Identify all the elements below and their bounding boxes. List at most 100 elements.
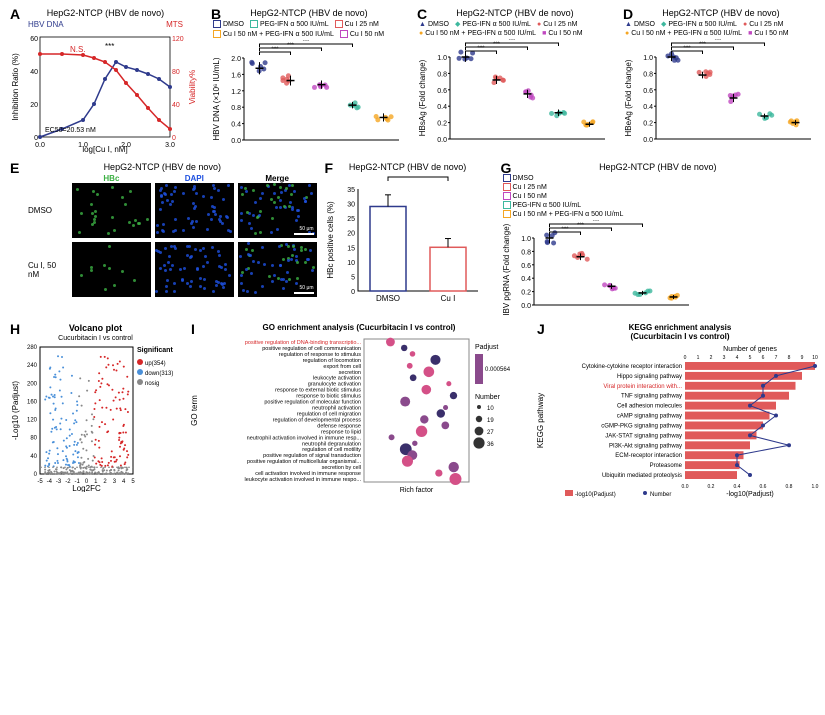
panel-h: H Volcano plot Cucurbitacin I vs control… (8, 323, 183, 498)
svg-text:0: 0 (684, 355, 687, 361)
panel-f-chart: 05101520253035DMSOCu I***HBc positive ce… (323, 174, 493, 309)
panel-e-title: HepG2-NTCP (HBV de novo) (8, 162, 317, 172)
svg-text:-log10(Padjust): -log10(Padjust) (726, 491, 773, 498)
svg-text:4: 4 (736, 355, 739, 361)
panel-d: D HepG2-NTCP (HBV de novo) ▲DMSO ◆PEG-IF… (621, 8, 821, 154)
panel-c: C HepG2-NTCP (HBV de novo) ▲DMSO ◆PEG-IF… (415, 8, 615, 154)
svg-text:0.0: 0.0 (682, 484, 689, 490)
svg-text:5: 5 (131, 479, 135, 485)
panel-label-d: D (623, 6, 633, 22)
panel-d-chart: 0.00.20.40.60.81.0*********HBeAg (Fold c… (621, 39, 821, 149)
svg-text:6: 6 (762, 355, 765, 361)
svg-text:3: 3 (723, 355, 726, 361)
panel-h-title: Volcano plot (8, 323, 183, 333)
svg-text:***: *** (714, 39, 722, 44)
svg-text:200: 200 (27, 381, 38, 387)
svg-text:0.4: 0.4 (231, 122, 241, 129)
svg-text:HBV DNA (×10⁶ IU/mL): HBV DNA (×10⁶ IU/mL) (212, 57, 221, 140)
svg-text:Proteasome: Proteasome (650, 463, 683, 469)
panel-label-h: H (10, 321, 20, 337)
svg-text:nosig: nosig (145, 381, 159, 387)
svg-text:leukocyte activation involved: leukocyte activation involved in immune … (245, 477, 362, 483)
svg-text:0: 0 (34, 135, 38, 142)
svg-text:0.0: 0.0 (437, 137, 447, 144)
svg-text:Hippo signaling pathway: Hippo signaling pathway (617, 374, 682, 380)
panel-label-f: F (325, 160, 334, 176)
panel-d-title: HepG2-NTCP (HBV de novo) (621, 8, 821, 18)
svg-text:KEGG pathway: KEGG pathway (536, 393, 545, 448)
svg-text:HBsAg (Fold change): HBsAg (Fold change) (418, 59, 427, 136)
svg-text:36: 36 (487, 442, 494, 448)
svg-text:0.6: 0.6 (437, 88, 447, 95)
svg-text:7: 7 (775, 355, 778, 361)
micro-row-label: Cu I, 50 nM (28, 261, 68, 279)
svg-text:0: 0 (351, 289, 355, 296)
row-3: H Volcano plot Cucurbitacin I vs control… (8, 323, 817, 498)
ec50-text: EC50=20.53 nM (45, 127, 96, 134)
svg-text:cGMP-PKG signaling pathway: cGMP-PKG signaling pathway (601, 423, 682, 429)
svg-text:1.6: 1.6 (231, 72, 241, 79)
svg-text:0: 0 (34, 472, 38, 478)
svg-text:1: 1 (697, 355, 700, 361)
svg-text:0.8: 0.8 (437, 71, 447, 78)
svg-text:280: 280 (27, 345, 38, 351)
svg-text:240: 240 (27, 363, 38, 369)
micro-row-label: DMSO (28, 206, 68, 215)
micro-cell (155, 183, 234, 238)
svg-text:2: 2 (710, 355, 713, 361)
svg-text:40: 40 (30, 454, 37, 460)
svg-text:HBeAg (Fold change): HBeAg (Fold change) (624, 59, 633, 136)
svg-text:2.0: 2.0 (231, 56, 241, 63)
svg-text:PI3K-Akt signaling pathway: PI3K-Akt signaling pathway (609, 443, 682, 449)
svg-text:0.0: 0.0 (643, 137, 653, 144)
svg-text:0.2: 0.2 (708, 484, 715, 490)
micro-cell: 50 μm (238, 242, 317, 297)
svg-text:JAK-STAT signaling pathway: JAK-STAT signaling pathway (605, 433, 682, 439)
micro-cell: 50 μm (238, 183, 317, 238)
svg-text:0.2: 0.2 (643, 121, 653, 128)
panel-a-xlabel: log[Cu I, nM] (82, 145, 127, 154)
svg-text:80: 80 (172, 69, 180, 76)
svg-text:25: 25 (347, 216, 355, 223)
svg-text:Number: Number (650, 492, 671, 498)
svg-text:4: 4 (122, 479, 126, 485)
svg-text:0: 0 (172, 135, 176, 142)
svg-text:3.0: 3.0 (165, 142, 175, 149)
svg-text:1.0: 1.0 (643, 55, 653, 62)
svg-text:20: 20 (347, 231, 355, 238)
panel-label-g: G (501, 160, 512, 176)
svg-text:***: *** (105, 42, 114, 51)
svg-text:0.0: 0.0 (521, 303, 531, 310)
svg-text:Ubiquitin mediated proteolysis: Ubiquitin mediated proteolysis (602, 473, 682, 479)
svg-text:60: 60 (30, 36, 38, 43)
svg-text:***: *** (592, 220, 600, 225)
svg-text:***: *** (508, 39, 516, 44)
svg-text:0.8: 0.8 (231, 105, 241, 112)
svg-text:10: 10 (812, 355, 818, 361)
svg-text:HBc positive cells (%): HBc positive cells (%) (326, 201, 335, 279)
svg-text:Rich factor: Rich factor (400, 487, 434, 494)
svg-text:Viral protein interaction with: Viral protein interaction with... (603, 384, 682, 390)
panel-e: E HepG2-NTCP (HBV de novo) HBc DAPI Merg… (8, 162, 317, 315)
svg-text:up(354): up(354) (145, 361, 166, 367)
svg-text:GO term: GO term (190, 395, 199, 426)
svg-text:20: 20 (30, 102, 38, 109)
svg-text:27: 27 (487, 430, 494, 436)
svg-text:15: 15 (347, 245, 355, 252)
svg-text:0.6: 0.6 (521, 263, 531, 270)
panel-i-chart: positive regulation of DNA-binding trans… (189, 334, 529, 494)
svg-text:80: 80 (30, 436, 37, 442)
svg-text:8: 8 (788, 355, 791, 361)
svg-text:30: 30 (347, 202, 355, 209)
row-2: E HepG2-NTCP (HBV de novo) HBc DAPI Merg… (8, 162, 817, 315)
panel-a-chart: 0204060 04080120 0.01.02.03.0 (8, 29, 203, 154)
panel-g-legend: DMSO Cu I 25 nM Cu I 50 nM PEG-IFN α 500… (503, 174, 813, 218)
svg-text:0.4: 0.4 (734, 484, 741, 490)
svg-text:19: 19 (487, 418, 494, 424)
panel-label-a: A (10, 6, 20, 22)
svg-text:1.0: 1.0 (521, 236, 531, 243)
svg-text:Number: Number (475, 394, 501, 401)
svg-text:HBV pgRNA (Fold change): HBV pgRNA (Fold change) (502, 223, 511, 315)
panel-b: B HepG2-NTCP (HBV de novo) DMSO PEG-IFN … (209, 8, 409, 154)
panel-i: I GO enrichment analysis (Cucurbitacin I… (189, 323, 529, 498)
